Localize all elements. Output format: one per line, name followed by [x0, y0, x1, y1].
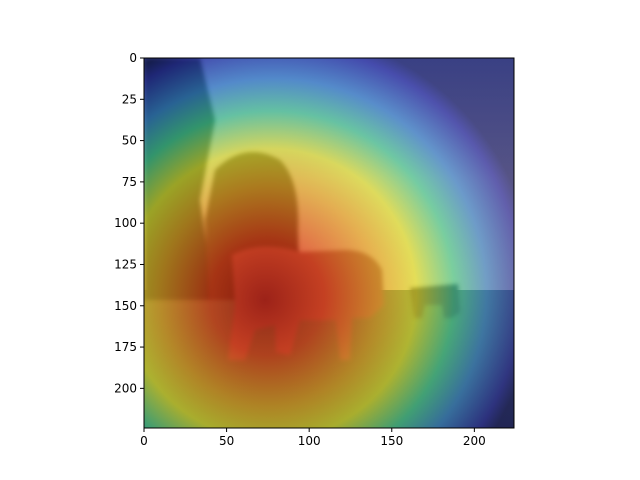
heatmap-overlay — [144, 58, 514, 428]
y-axis: 0 25 50 75 100 125 150 175 200 — [114, 51, 144, 395]
y-tick-label: 125 — [114, 257, 137, 271]
x-axis: 0 50 100 150 200 — [140, 428, 486, 448]
x-tick-label: 50 — [219, 434, 234, 448]
y-tick-label: 200 — [114, 381, 137, 395]
y-tick-label: 175 — [114, 340, 137, 354]
y-tick-label: 100 — [114, 216, 137, 230]
y-tick-label: 25 — [122, 92, 137, 106]
y-tick-label: 150 — [114, 299, 137, 313]
x-tick-label: 0 — [140, 434, 148, 448]
x-tick-label: 100 — [298, 434, 321, 448]
x-tick-label: 200 — [463, 434, 486, 448]
y-tick-label: 75 — [122, 175, 137, 189]
heatmap-image — [144, 58, 514, 428]
y-tick-label: 0 — [129, 51, 137, 65]
axes-frame — [143, 57, 515, 429]
y-tick-label: 50 — [122, 134, 137, 148]
x-tick-label: 150 — [380, 434, 403, 448]
